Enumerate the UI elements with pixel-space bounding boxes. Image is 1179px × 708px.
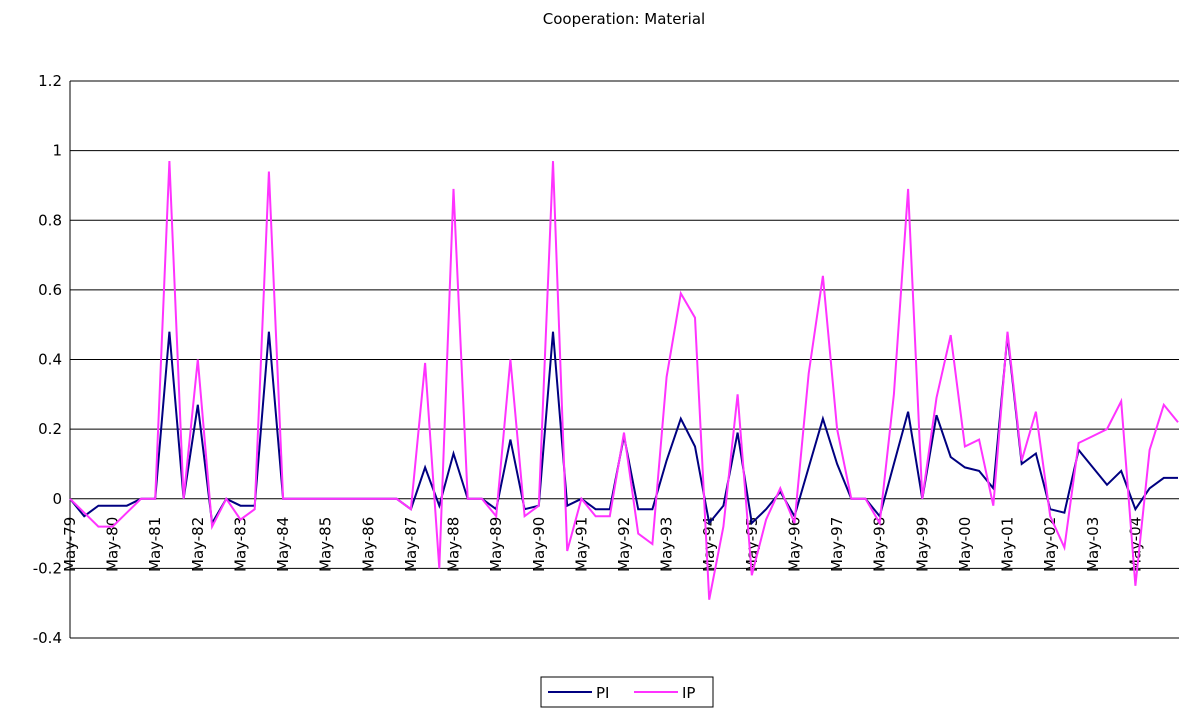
y-tick-label: 1	[52, 142, 62, 160]
x-tick-label: May-96	[785, 517, 803, 572]
y-tick-label: 0.8	[38, 211, 62, 229]
line-series	[69, 161, 1179, 600]
y-tick-label: 0.2	[38, 420, 62, 438]
legend-label: PI	[596, 684, 609, 702]
legend: PI IP	[540, 676, 714, 708]
x-tick-label: May-98	[871, 517, 889, 572]
x-tick-label: May-93	[658, 517, 676, 572]
chart-title: Cooperation: Material	[543, 10, 705, 28]
x-tick-label: May-92	[615, 517, 633, 572]
y-tick-label: 1.2	[38, 72, 62, 90]
x-tick-label: May-85	[317, 517, 335, 572]
y-tick-label: 0.4	[38, 351, 62, 369]
legend-label: IP	[682, 684, 695, 702]
x-tick-label: May-89	[487, 517, 505, 572]
x-tick-label: May-02	[1041, 517, 1059, 572]
x-tick-label: May-84	[274, 517, 292, 572]
x-tick-label: May-97	[828, 517, 846, 572]
x-tick-label: May-79	[61, 517, 79, 572]
x-tick-label: May-88	[445, 517, 463, 572]
y-tick-label: -0.2	[33, 559, 62, 577]
x-tick-label: May-90	[530, 517, 548, 572]
x-tick-label: May-01	[999, 517, 1017, 572]
x-tick-label: May-99	[913, 517, 931, 572]
x-tick-label: May-03	[1084, 517, 1102, 572]
y-tick-label: 0.6	[38, 281, 62, 299]
x-tick-label: May-83	[231, 517, 249, 572]
line-series	[69, 331, 1178, 527]
x-tick-label: May-87	[402, 517, 420, 572]
x-tick-label: May-80	[104, 517, 122, 572]
x-tick-label: May-00	[956, 517, 974, 572]
x-tick-label: May-82	[189, 517, 207, 572]
x-tick-label: May-86	[359, 517, 377, 572]
x-tick-label: May-91	[572, 517, 590, 572]
y-tick-label: 0	[52, 490, 62, 508]
x-tick-label: May-81	[146, 517, 164, 572]
y-tick-label: -0.4	[33, 629, 62, 647]
